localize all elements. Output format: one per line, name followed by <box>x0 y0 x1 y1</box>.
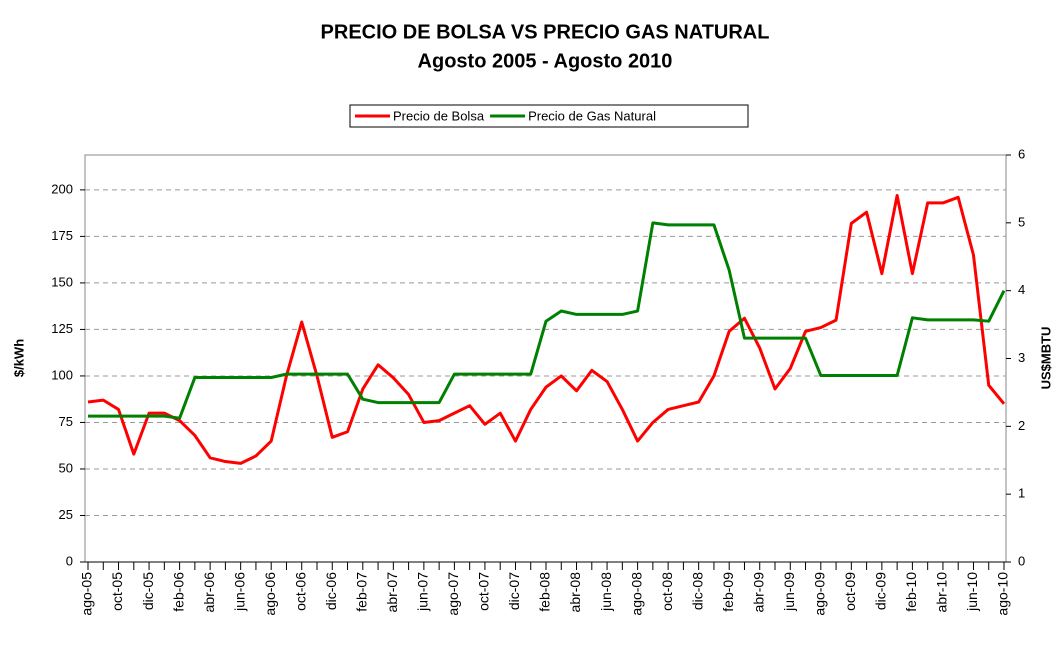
y-tick-label: 175 <box>51 228 73 243</box>
x-tick-label: jun-08 <box>598 572 614 612</box>
x-tick-label: ago-09 <box>812 572 828 616</box>
x-tick-label: abr-08 <box>567 572 583 613</box>
x-tick-label: dic-05 <box>140 572 156 610</box>
x-tick-label: oct-07 <box>476 572 492 611</box>
x-tick-label: ago-06 <box>262 572 278 616</box>
x-tick-label: jun-09 <box>781 572 797 612</box>
x-tick-label: feb-09 <box>720 572 736 612</box>
x-tick-label: feb-06 <box>170 572 186 612</box>
y2-tick-label: 2 <box>1018 418 1025 433</box>
chart-subtitle: Agosto 2005 - Agosto 2010 <box>418 50 673 72</box>
x-tick-label: ago-10 <box>995 572 1011 616</box>
x-tick-label: ago-05 <box>79 572 95 616</box>
x-tick-label: abr-09 <box>750 572 766 613</box>
y2-tick-label: 4 <box>1018 282 1025 297</box>
x-tick-label: abr-06 <box>201 572 217 613</box>
x-tick-label: feb-08 <box>537 572 553 612</box>
legend-label: Precio de Gas Natural <box>528 108 656 123</box>
chart-title: PRECIO DE BOLSA VS PRECIO GAS NATURAL <box>321 21 770 43</box>
y-tick-label: 100 <box>51 367 73 382</box>
x-tick-label: ago-07 <box>445 572 461 616</box>
legend-label: Precio de Bolsa <box>393 108 485 123</box>
y2-tick-label: 5 <box>1018 214 1025 229</box>
series-line <box>88 221 1006 420</box>
y-tick-label: 200 <box>51 181 73 196</box>
series-line <box>87 193 1006 465</box>
y2-tick-label: 3 <box>1018 350 1025 365</box>
x-tick-label: jun-10 <box>964 572 980 612</box>
x-tick-label: ago-08 <box>628 572 644 616</box>
y-tick-label: 25 <box>59 507 73 522</box>
x-tick-label: jun-07 <box>415 572 431 612</box>
y2-tick-label: 1 <box>1018 486 1025 501</box>
x-tick-label: feb-07 <box>354 572 370 612</box>
x-tick-label: oct-06 <box>292 572 308 611</box>
x-tick-label: dic-06 <box>323 572 339 610</box>
y-tick-label: 0 <box>66 553 73 568</box>
y-tick-label: 50 <box>59 460 73 475</box>
y-axis-title: $/kWh <box>11 339 26 377</box>
y-tick-label: 125 <box>51 321 73 336</box>
x-tick-label: dic-09 <box>873 572 889 610</box>
x-tick-label: oct-05 <box>109 572 125 611</box>
legend-box <box>349 104 749 128</box>
x-tick-label: oct-09 <box>842 572 858 611</box>
y2-axis-title: US$MBTU <box>1038 327 1053 390</box>
y-tick-label: 150 <box>51 274 73 289</box>
y2-tick-label: 6 <box>1018 146 1025 161</box>
x-tick-label: jun-06 <box>231 572 247 612</box>
x-tick-label: dic-07 <box>506 572 522 610</box>
x-tick-label: abr-10 <box>934 572 950 613</box>
x-tick-label: dic-08 <box>689 572 705 610</box>
x-tick-label: oct-08 <box>659 572 675 611</box>
x-tick-label: abr-07 <box>384 572 400 613</box>
y-tick-label: 75 <box>59 414 73 429</box>
x-tick-label: feb-10 <box>903 572 919 612</box>
y2-tick-label: 0 <box>1018 553 1025 568</box>
